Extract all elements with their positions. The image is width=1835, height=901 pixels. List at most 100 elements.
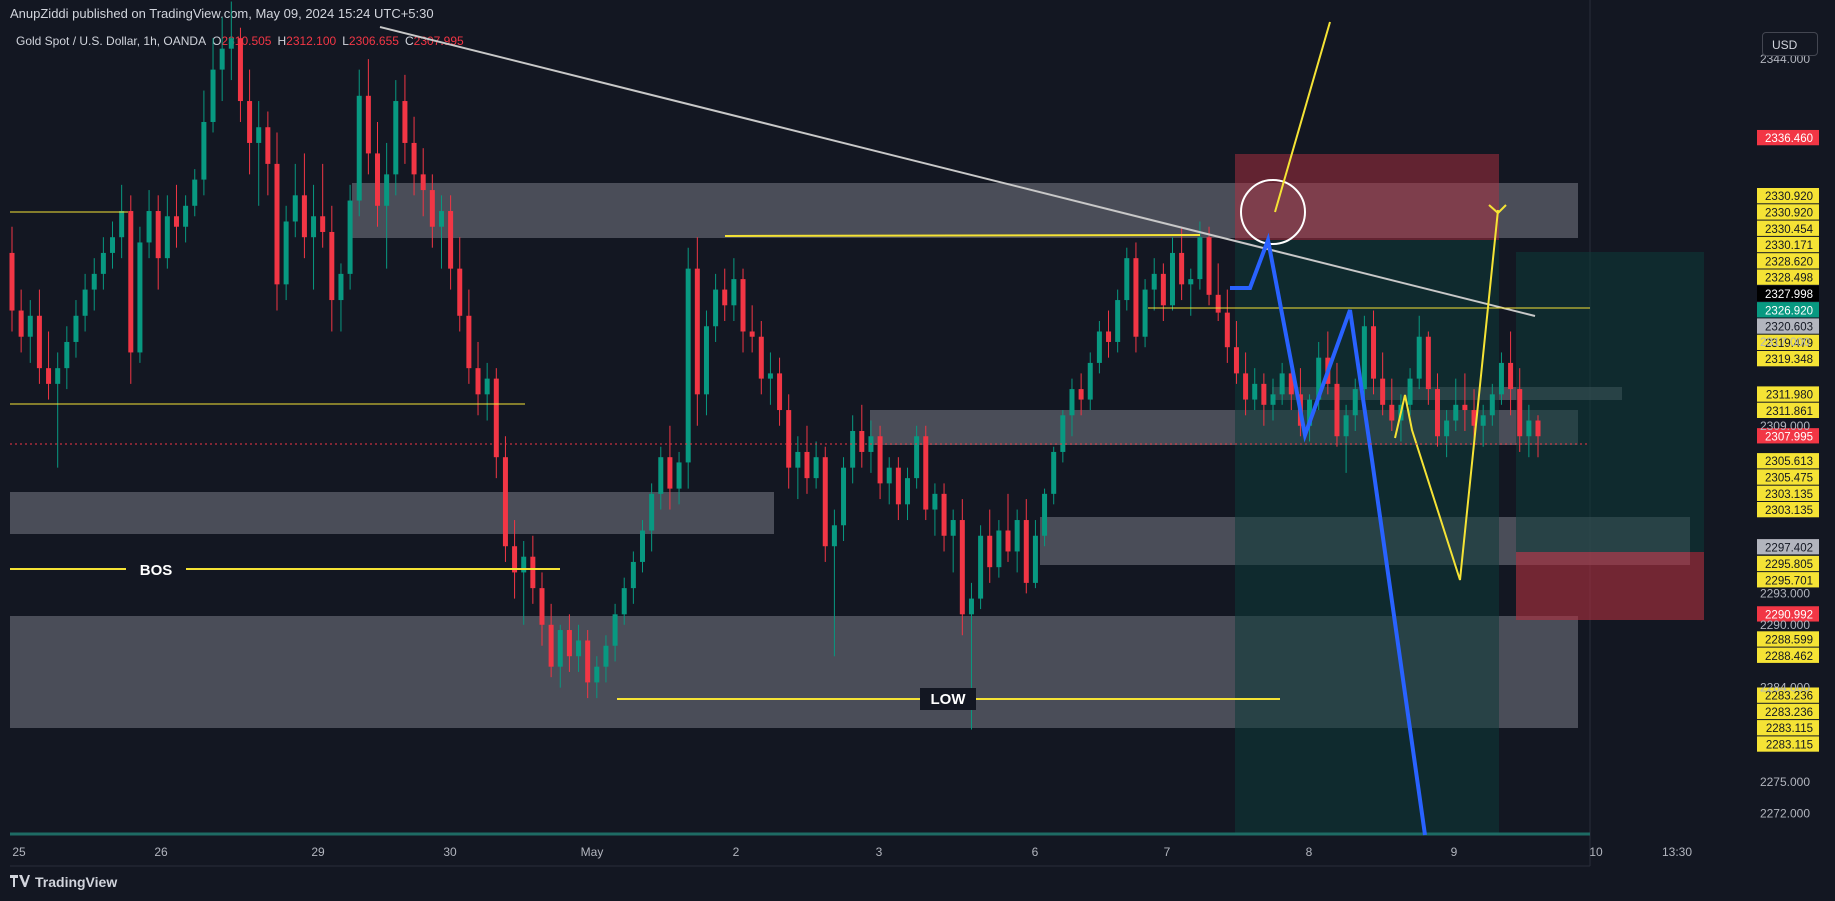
price-label-bg bbox=[1757, 687, 1819, 703]
candle bbox=[18, 289, 24, 353]
price-label-bg bbox=[1757, 386, 1819, 402]
stop-loss-zone[interactable] bbox=[1235, 154, 1499, 240]
candle-body bbox=[1380, 378, 1386, 405]
y-tick-label: 2293.000 bbox=[1760, 586, 1810, 600]
price-label: 2328.620 bbox=[1757, 253, 1819, 269]
symbol-name[interactable]: Gold Spot / U.S. Dollar, 1h, OANDA bbox=[16, 34, 207, 48]
target-zone[interactable] bbox=[1235, 240, 1499, 835]
candle-body bbox=[1343, 415, 1349, 437]
price-label-bg bbox=[1757, 485, 1819, 501]
candle-body bbox=[1498, 362, 1504, 395]
candle bbox=[320, 163, 326, 248]
currency-button[interactable]: USD bbox=[1762, 32, 1818, 56]
candle bbox=[1160, 263, 1166, 322]
candle bbox=[1206, 226, 1212, 306]
candle-body bbox=[1160, 273, 1166, 306]
candle bbox=[347, 184, 353, 290]
candle bbox=[1471, 389, 1477, 442]
price-label: 2283.115 bbox=[1757, 720, 1819, 736]
candle-body bbox=[1215, 294, 1221, 313]
candle-body bbox=[959, 520, 965, 615]
candle-body bbox=[923, 436, 929, 510]
candle-body bbox=[1124, 258, 1130, 301]
candle bbox=[767, 352, 773, 405]
candle bbox=[283, 205, 289, 301]
candle bbox=[128, 195, 134, 384]
candle-body bbox=[1197, 237, 1203, 280]
candle bbox=[173, 184, 179, 248]
candle bbox=[1115, 289, 1121, 353]
candle bbox=[914, 425, 920, 489]
candle-body bbox=[841, 467, 847, 526]
stop-loss-zone-2[interactable] bbox=[1516, 552, 1704, 620]
candle bbox=[612, 603, 618, 662]
demand-zone-left[interactable] bbox=[10, 492, 774, 534]
candle-body bbox=[173, 216, 179, 227]
price-label-text: 2311.980 bbox=[1766, 390, 1813, 402]
price-label: 2295.805 bbox=[1757, 555, 1819, 572]
candle-body bbox=[164, 216, 170, 259]
candle-body bbox=[1060, 415, 1066, 452]
blue-path[interactable] bbox=[1230, 232, 1427, 836]
resistance-line[interactable] bbox=[724, 234, 1201, 237]
candle-body bbox=[1316, 357, 1322, 400]
close-label: C bbox=[404, 34, 414, 48]
candle bbox=[100, 237, 106, 290]
candle-body bbox=[155, 211, 161, 259]
candle bbox=[1517, 368, 1523, 452]
candle-body bbox=[603, 645, 609, 667]
highlight-circle[interactable] bbox=[1240, 179, 1306, 245]
candle bbox=[265, 111, 271, 196]
price-label: 2297.402 bbox=[1757, 539, 1819, 555]
descending-trendline[interactable] bbox=[379, 26, 1536, 317]
publisher-caption: AnupZiddi published on TradingView.com, … bbox=[10, 6, 434, 21]
candle bbox=[941, 483, 947, 552]
candle-body bbox=[557, 630, 563, 667]
price-label: 2311.861 bbox=[1757, 402, 1819, 418]
candle bbox=[484, 362, 490, 421]
zone-layer bbox=[10, 154, 1704, 836]
price-label: 2330.454 bbox=[1757, 220, 1819, 236]
candle-body bbox=[274, 163, 280, 285]
price-label-bg bbox=[1757, 720, 1819, 736]
candle-body bbox=[548, 624, 554, 667]
candle-body bbox=[411, 142, 417, 175]
candle-body bbox=[1535, 420, 1541, 437]
price-label-text: 2327.998 bbox=[1765, 289, 1813, 301]
candle-body bbox=[347, 200, 353, 274]
candle-body bbox=[1224, 312, 1230, 348]
x-tick-label: 2 bbox=[733, 845, 740, 859]
candle-body bbox=[640, 530, 646, 562]
candle bbox=[393, 80, 399, 196]
tradingview-logo[interactable]: TradingView bbox=[10, 874, 117, 890]
high-label: H bbox=[277, 34, 287, 48]
target-zone-2[interactable] bbox=[1516, 252, 1704, 552]
price-label-text: 2319.479 bbox=[1765, 338, 1813, 350]
candle bbox=[183, 195, 189, 243]
candle-body bbox=[375, 153, 381, 206]
candle-body bbox=[237, 38, 243, 102]
price-label-text: 2305.613 bbox=[1765, 456, 1813, 468]
x-tick-label: 25 bbox=[12, 845, 26, 859]
candle bbox=[1142, 279, 1148, 348]
candle-body bbox=[703, 326, 709, 395]
candle-body bbox=[1389, 404, 1395, 421]
candle bbox=[1453, 378, 1459, 431]
projection-up-line[interactable] bbox=[1274, 21, 1331, 213]
candle-body bbox=[137, 242, 143, 353]
candle bbox=[1434, 373, 1440, 447]
candle-body bbox=[384, 174, 390, 206]
candle bbox=[713, 273, 719, 342]
candle bbox=[146, 190, 152, 259]
yellow-path[interactable] bbox=[1394, 209, 1499, 581]
candle-body bbox=[247, 101, 253, 143]
candle-body bbox=[859, 431, 865, 452]
candle bbox=[630, 551, 636, 604]
y-tick-label: 2284.000 bbox=[1760, 681, 1810, 695]
candle-body bbox=[402, 101, 408, 143]
candle bbox=[1169, 237, 1175, 311]
candle-body bbox=[722, 289, 728, 306]
price-label: 2305.613 bbox=[1757, 453, 1819, 469]
price-label-bg bbox=[1757, 129, 1819, 146]
